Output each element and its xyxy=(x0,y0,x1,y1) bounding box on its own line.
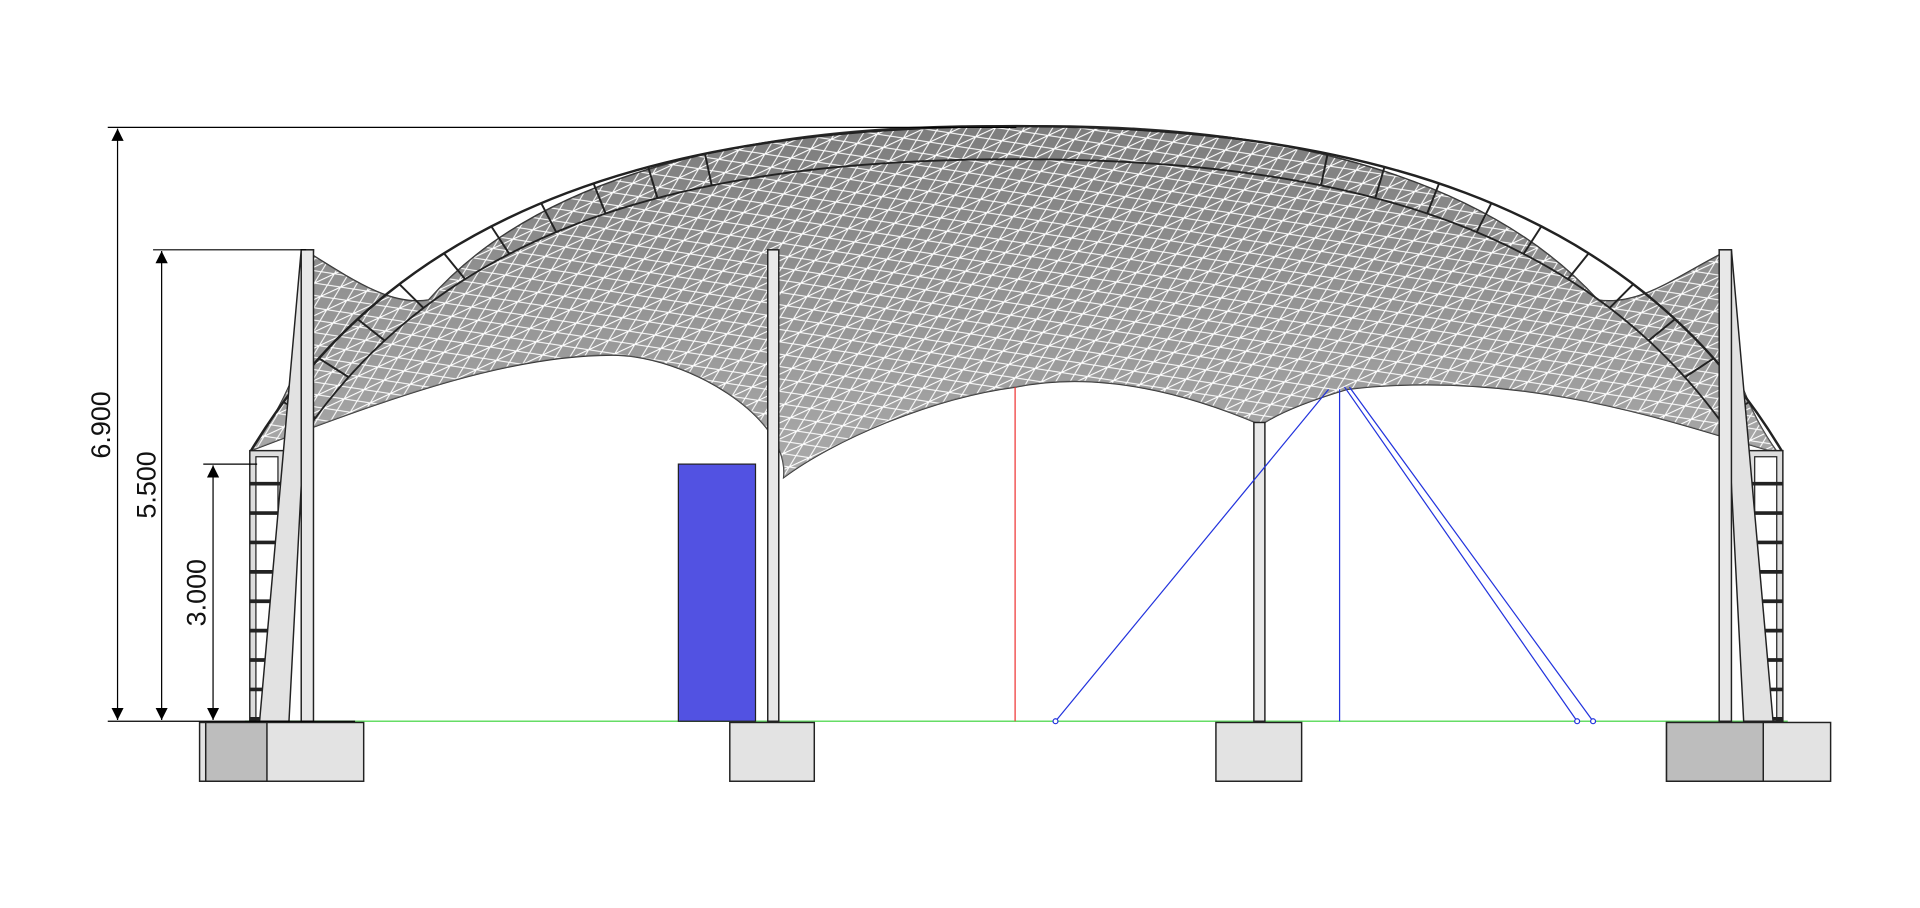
blue-block xyxy=(677,463,757,722)
dimension-label: 5.500 xyxy=(132,451,162,518)
footings xyxy=(198,721,1832,782)
blue-cable xyxy=(1348,386,1594,722)
membrane-shading xyxy=(251,125,1778,478)
dimension-label: 3.000 xyxy=(182,559,212,626)
arch-rib xyxy=(1684,357,1715,378)
arch-bottom-chord xyxy=(284,158,1750,464)
arch-rib xyxy=(592,183,607,214)
guide-lines xyxy=(1014,386,1597,725)
dimensions xyxy=(107,126,1017,722)
pole-center-left xyxy=(767,249,780,722)
anchor-point xyxy=(1590,718,1597,725)
arch-rib xyxy=(1648,318,1676,342)
arch-rib xyxy=(1522,225,1543,255)
pole-left xyxy=(300,249,315,722)
arch-rib xyxy=(1320,153,1329,186)
arch-rib xyxy=(318,357,350,378)
arch-truss xyxy=(249,124,1783,464)
arch-rib xyxy=(1374,166,1386,199)
footing xyxy=(1215,721,1303,782)
pole-center-right xyxy=(1253,421,1266,722)
arch-rib xyxy=(1475,202,1493,233)
anchor-point xyxy=(1574,718,1581,725)
dimension-label: 6.900 xyxy=(86,391,116,458)
blue-cable xyxy=(1343,386,1578,722)
arch-rib xyxy=(540,202,558,233)
arch-rib xyxy=(704,153,713,186)
ladder-trusses xyxy=(249,449,1784,722)
arch-rib xyxy=(443,252,466,280)
arch-rib xyxy=(398,283,425,309)
footing-side xyxy=(204,721,268,782)
arch-rib xyxy=(1608,283,1634,309)
arch-rib xyxy=(1567,252,1590,280)
blue-cable xyxy=(1055,389,1330,722)
arch-rib xyxy=(490,225,511,255)
pole-right xyxy=(1718,249,1733,722)
arch-top-chord xyxy=(249,124,1783,452)
arch-rib xyxy=(357,318,386,342)
arch-rib xyxy=(647,166,659,199)
anchor-point xyxy=(1052,718,1059,725)
footing xyxy=(729,721,816,782)
arch-rib xyxy=(1426,183,1441,214)
footing-side xyxy=(1665,721,1764,782)
